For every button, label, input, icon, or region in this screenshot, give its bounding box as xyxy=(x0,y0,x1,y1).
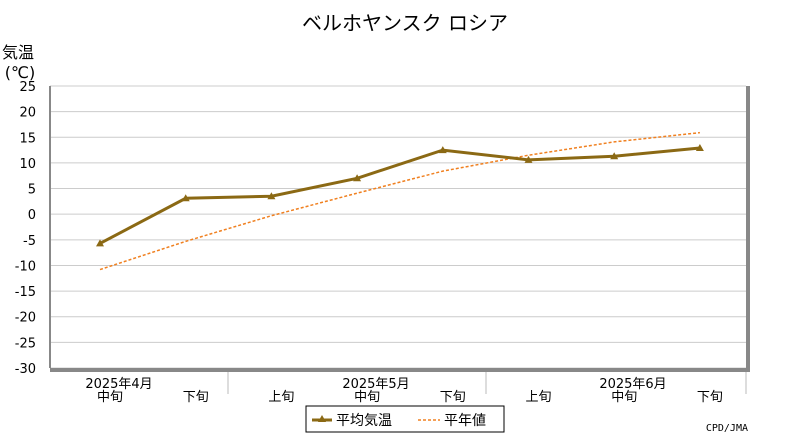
data-point-avg xyxy=(438,146,447,154)
y-tick-label: -10 xyxy=(15,259,36,274)
grid xyxy=(50,85,746,369)
data-point-avg xyxy=(610,152,619,160)
y-tick-label: -30 xyxy=(15,362,36,377)
x-period-label: 中旬 xyxy=(354,390,380,405)
y-tick-label: 20 xyxy=(19,106,36,121)
legend: 平均気温 平年値 xyxy=(305,405,505,433)
y-axis-unit: (℃) xyxy=(5,63,35,82)
x-period-label: 下旬 xyxy=(183,390,209,405)
y-axis-label: 気温 xyxy=(2,43,34,62)
y-tick-label: 15 xyxy=(19,131,36,146)
x-period-label: 上旬 xyxy=(525,390,551,405)
series-lines xyxy=(96,131,704,271)
legend-label-normal: 平年値 xyxy=(444,413,486,429)
legend-marker-avg xyxy=(318,415,326,422)
data-point-avg xyxy=(353,174,362,182)
x-month-label: 2025年4月 xyxy=(85,377,152,392)
y-tick-labels: 25 20 15 10 5 0 -5 -10 -15 -20 -25 -30 xyxy=(15,80,36,377)
y-tick-label: 25 xyxy=(19,80,36,95)
x-month-label: 2025年6月 xyxy=(599,377,666,392)
x-period-label: 下旬 xyxy=(697,390,723,405)
y-tick-label: -15 xyxy=(15,285,36,300)
data-point-avg xyxy=(524,155,533,163)
legend-label-avg: 平均気温 xyxy=(336,413,392,429)
x-period-label: 上旬 xyxy=(268,390,294,405)
y-tick-label: 5 xyxy=(28,183,36,198)
x-period-label: 下旬 xyxy=(440,390,466,405)
data-point-avg xyxy=(695,144,704,152)
data-point-avg xyxy=(267,192,276,200)
series-line-normal xyxy=(99,131,700,271)
legend-box xyxy=(305,405,505,433)
data-point-avg xyxy=(181,194,190,202)
y-tick-label: -25 xyxy=(15,336,36,351)
credit-label: CPD/JMA xyxy=(706,423,748,434)
y-tick-label: 0 xyxy=(28,208,36,223)
x-month-label: 2025年5月 xyxy=(342,377,409,392)
y-tick-label: -20 xyxy=(15,311,36,326)
x-period-label: 中旬 xyxy=(611,390,637,405)
y-tick-label: 10 xyxy=(19,157,36,172)
plot-frame xyxy=(49,86,750,394)
x-period-label: 中旬 xyxy=(97,390,123,405)
chart-title: ベルホヤンスク ロシア xyxy=(302,11,508,35)
series-line-avg xyxy=(99,146,701,245)
y-tick-label: -5 xyxy=(23,234,36,249)
data-point-avg xyxy=(96,239,104,247)
